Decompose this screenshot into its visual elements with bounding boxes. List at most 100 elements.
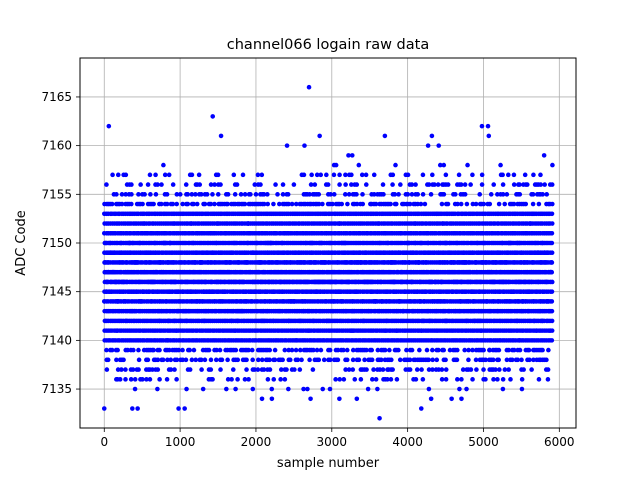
data-point [216,173,221,178]
data-point [519,358,524,363]
data-point [381,367,386,372]
data-point [307,358,312,363]
data-point [241,173,246,178]
data-point [155,182,160,187]
data-point [436,182,441,187]
data-point [197,182,202,187]
data-point [371,367,376,372]
data-point [550,182,555,187]
data-point [174,202,179,207]
data-point [440,367,445,372]
data-point [477,192,482,197]
data-point [235,182,240,187]
data-point [345,348,350,353]
data-point [343,182,348,187]
data-point [148,192,153,197]
data-point [225,358,230,363]
data-point [292,182,297,187]
data-point [360,202,365,207]
data-point [299,358,304,363]
data-point [442,192,447,197]
data-point [288,358,293,363]
data-point [235,358,240,363]
data-point [239,192,244,197]
data-point [250,358,255,363]
data-point [326,182,331,187]
data-point [121,358,126,363]
data-point [487,202,492,207]
data-point [426,358,431,363]
data-point [260,358,265,363]
data-point [497,367,502,372]
data-point [220,358,225,363]
data-point [444,367,449,372]
data-point [273,348,278,353]
data-point [345,202,350,207]
data-point [256,367,261,372]
data-point [332,192,337,197]
data-point [434,358,439,363]
data-point [430,348,435,353]
data-point [441,348,446,353]
data-point [131,348,136,353]
data-point [389,358,394,363]
data-point [317,358,322,363]
data-point [248,192,253,197]
data-point [525,182,530,187]
data-point [207,348,212,353]
data-point [362,358,367,363]
data-point [459,182,464,187]
data-point [172,367,177,372]
data-point [550,280,555,285]
data-point [462,348,467,353]
data-point [336,358,341,363]
data-point [267,348,272,353]
data-point [357,358,362,363]
data-point [390,367,395,372]
data-point [203,202,208,207]
data-point [537,202,542,207]
data-point [550,260,555,265]
data-point [320,202,325,207]
data-point [455,358,460,363]
data-point [550,289,555,294]
data-point [531,192,536,197]
data-point [481,367,486,372]
data-point [521,367,526,372]
data-point [218,367,223,372]
data-point [446,202,451,207]
data-point [280,358,285,363]
data-point [527,348,532,353]
data-point [415,192,420,197]
data-point [268,367,273,372]
data-point [394,202,399,207]
data-point [546,367,551,372]
data-point [197,173,202,178]
data-point [184,182,189,187]
data-point [232,173,237,178]
data-point [345,358,350,363]
data-point [429,192,434,197]
data-point [531,202,536,207]
data-point [284,367,289,372]
data-point [311,367,316,372]
data-point [419,367,424,372]
data-point [544,192,549,197]
data-point [188,367,193,372]
data-point [154,192,159,197]
data-point [430,358,435,363]
data-point [410,348,415,353]
data-point [381,182,386,187]
data-point [398,358,403,363]
data-point [550,319,555,324]
data-point [243,202,248,207]
data-point [234,348,239,353]
data-point [440,202,445,207]
data-point [110,348,115,353]
data-point [138,182,143,187]
data-point [523,202,528,207]
data-point [195,202,200,207]
data-point [443,358,448,363]
